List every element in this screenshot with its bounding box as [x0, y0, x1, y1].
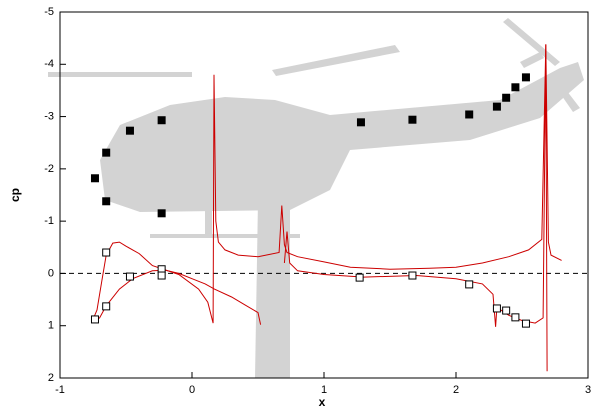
filled-marker	[157, 209, 166, 218]
y-tick-label: -5	[44, 6, 54, 18]
filled-marker	[502, 93, 511, 102]
filled-marker	[125, 126, 134, 135]
open-marker	[492, 304, 501, 313]
open-marker	[408, 271, 417, 280]
helicopter-silhouette	[48, 18, 584, 378]
open-marker	[502, 306, 511, 315]
open-marker	[355, 273, 364, 282]
y-tick-label: -3	[44, 110, 54, 122]
y-tick-label: 2	[48, 372, 54, 384]
open-marker	[511, 313, 520, 322]
filled-marker	[102, 148, 111, 157]
filled-marker	[157, 116, 166, 125]
x-tick-label: 0	[189, 384, 195, 396]
open-marker	[90, 315, 99, 324]
x-tick-label: 3	[585, 384, 591, 396]
open-marker	[465, 280, 474, 289]
cp-line	[92, 44, 562, 324]
open-marker	[102, 302, 111, 311]
filled-marker	[521, 73, 530, 82]
filled-marker	[90, 174, 99, 183]
y-axis-label: cp	[8, 188, 22, 202]
open-marker	[102, 248, 111, 257]
filled-marker	[102, 197, 111, 206]
open-marker	[157, 271, 166, 280]
cp-line	[92, 44, 548, 372]
y-tick-label: 0	[48, 267, 54, 279]
x-tick-label: 2	[453, 384, 459, 396]
x-tick-label: 1	[321, 384, 327, 396]
y-tick-label: -4	[44, 58, 54, 70]
filled-marker	[408, 115, 417, 124]
filled-marker	[511, 83, 520, 92]
x-tick-label: -1	[55, 384, 65, 396]
open-marker	[521, 319, 530, 328]
x-axis-label: x	[319, 395, 326, 409]
filled-marker	[356, 118, 365, 127]
y-tick-label: -2	[44, 163, 54, 175]
open-marker	[125, 272, 134, 281]
filled-marker	[465, 110, 474, 119]
y-tick-label: 1	[48, 320, 54, 332]
filled-marker	[492, 102, 501, 111]
y-tick-label: -1	[44, 215, 54, 227]
